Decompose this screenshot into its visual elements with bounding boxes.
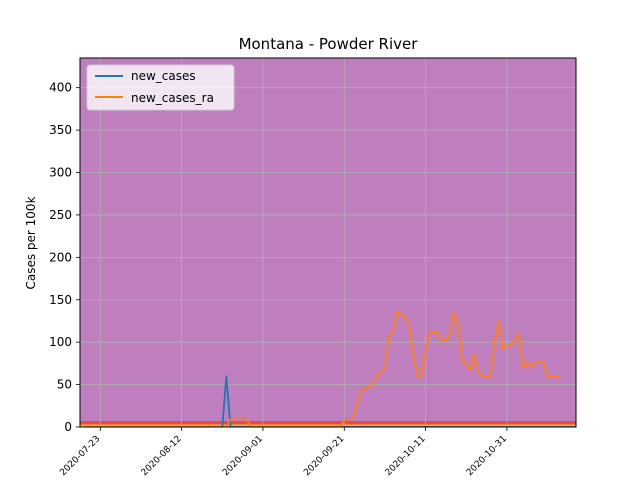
grid-lines — [80, 58, 576, 428]
y-tick-label: 300 — [49, 166, 72, 180]
threshold-band-2 — [80, 421, 576, 425]
y-tick-label: 50 — [57, 378, 72, 392]
chart-title: Montana - Powder River — [239, 35, 419, 53]
y-tick-label: 150 — [49, 293, 72, 307]
plot-background — [80, 58, 576, 427]
y-tick-label: 350 — [49, 123, 72, 137]
y-tick-label: 250 — [49, 208, 72, 222]
y-tick-label: 100 — [49, 335, 72, 349]
legend: new_cases new_cases_ra — [86, 64, 235, 111]
y-tick-label: 400 — [49, 81, 72, 95]
legend-box — [86, 64, 235, 111]
legend-label-new-cases-ra: new_cases_ra — [131, 91, 214, 105]
legend-label-new-cases: new_cases — [131, 69, 196, 83]
y-axis-ticks: 0 50 100 150 200 250 300 350 400 — [49, 81, 80, 434]
y-tick-label: 200 — [49, 250, 72, 264]
plot-area — [80, 58, 576, 427]
plot-frame — [79, 57, 577, 428]
y-tick-label: 0 — [64, 420, 72, 434]
series-lines — [84, 310, 576, 427]
series-line-new-cases-ra — [84, 310, 560, 427]
threshold-band-1 — [80, 424, 576, 427]
y-axis-label: Cases per 100k — [24, 196, 38, 289]
